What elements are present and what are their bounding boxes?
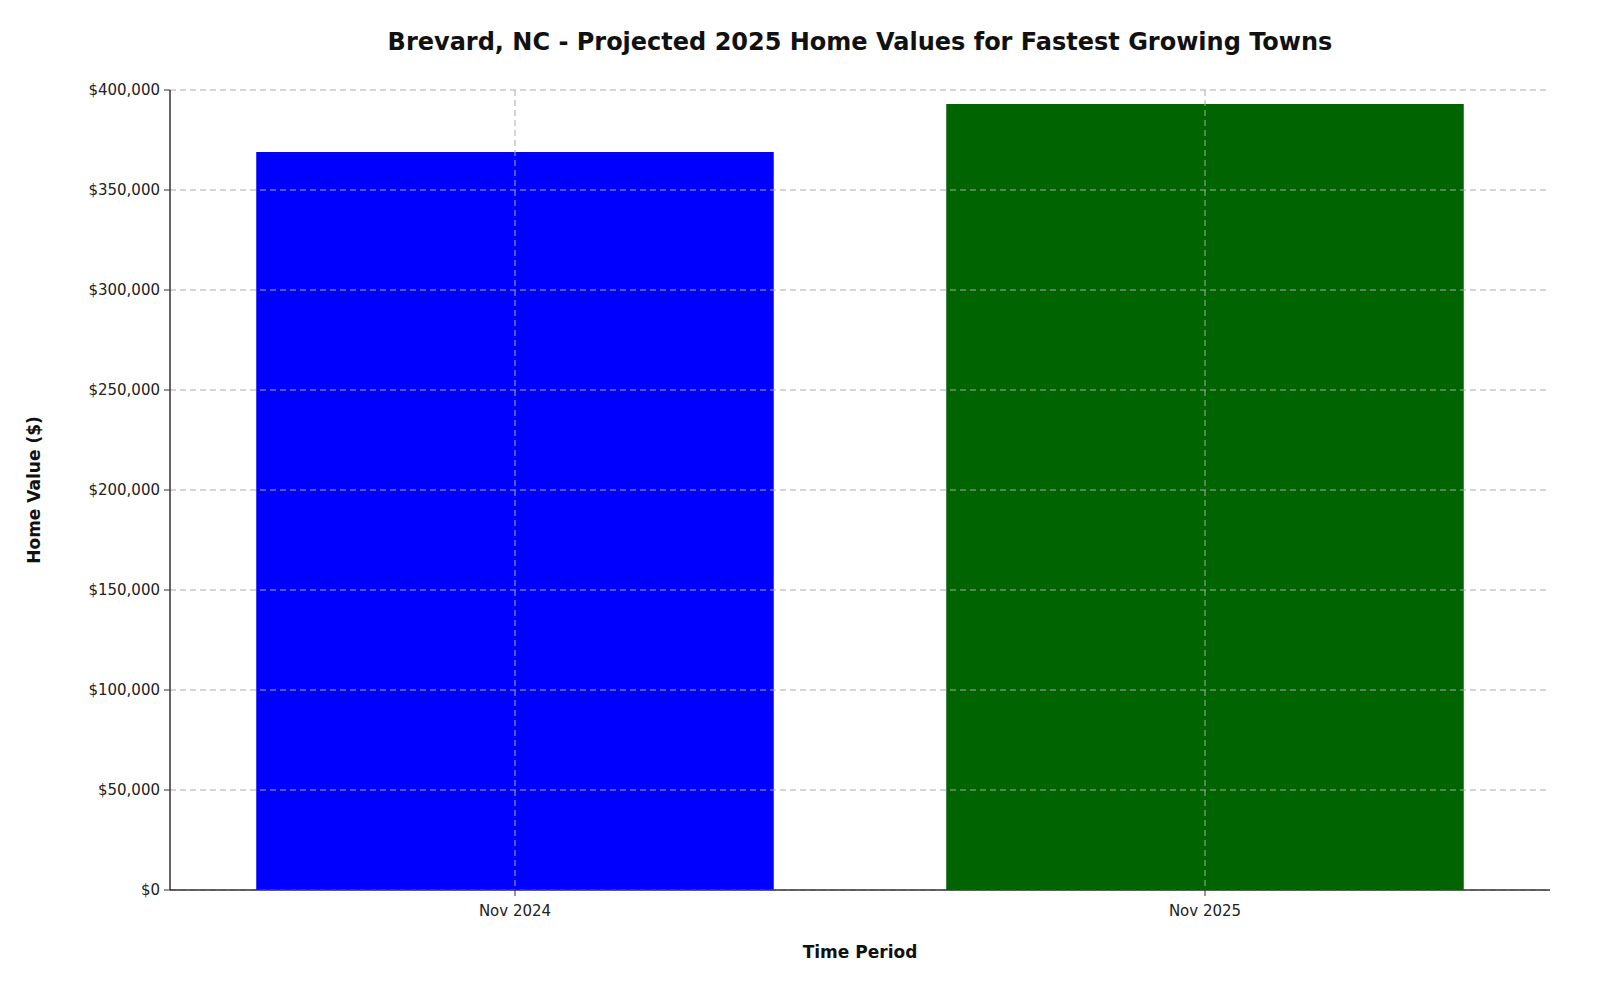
- y-tick-label: $200,000: [88, 481, 160, 499]
- y-tick-label: $350,000: [88, 181, 160, 199]
- y-grid-line: [170, 590, 1550, 591]
- axes: $0 $50,000 $100,000 $150,000 $200,000 $250,00…: [88, 81, 1550, 921]
- y-tick-label: $100,000: [88, 681, 160, 699]
- chart-container: $0 $50,000 $100,000 $150,000 $200,000 $250,00…: [0, 0, 1600, 1000]
- y-tick-label: $150,000: [88, 581, 160, 599]
- y-tick: [164, 890, 170, 891]
- y-tick: [164, 190, 170, 191]
- y-tick-label: $0: [141, 881, 160, 899]
- y-axis-label: Home Value ($): [24, 416, 44, 564]
- grid: [170, 90, 1550, 890]
- y-tick: [164, 290, 170, 291]
- y-tick: [164, 490, 170, 491]
- x-grid-line: [1205, 90, 1206, 890]
- x-tick: [515, 890, 516, 896]
- y-tick-label: $50,000: [98, 781, 160, 799]
- y-grid-line: [170, 690, 1550, 691]
- chart: $0 $50,000 $100,000 $150,000 $200,000 $250,00…: [0, 0, 1600, 1000]
- bars: [256, 104, 1464, 890]
- x-axis-label: Time Period: [803, 942, 918, 962]
- x-tick: [1205, 890, 1206, 896]
- y-tick-label: $300,000: [88, 281, 160, 299]
- y-grid-line: [170, 790, 1550, 791]
- x-axis-line: [170, 889, 1550, 891]
- y-tick-label: $250,000: [88, 381, 160, 399]
- x-tick-label: Nov 2025: [1169, 902, 1241, 920]
- y-tick: [164, 690, 170, 691]
- y-tick: [164, 90, 170, 91]
- y-grid-line: [170, 190, 1550, 191]
- y-grid-line: [170, 890, 1550, 891]
- title: Brevard, NC - Projected 2025 Home Values…: [388, 28, 1333, 56]
- y-grid-line: [170, 290, 1550, 291]
- y-tick: [164, 390, 170, 391]
- y-tick-label: $400,000: [88, 81, 160, 99]
- y-grid-line: [170, 90, 1550, 91]
- y-grid-line: [170, 390, 1550, 391]
- x-grid-line: [515, 90, 516, 890]
- x-tick-label: Nov 2024: [479, 902, 551, 920]
- y-tick: [164, 790, 170, 791]
- y-tick: [164, 590, 170, 591]
- y-grid-line: [170, 490, 1550, 491]
